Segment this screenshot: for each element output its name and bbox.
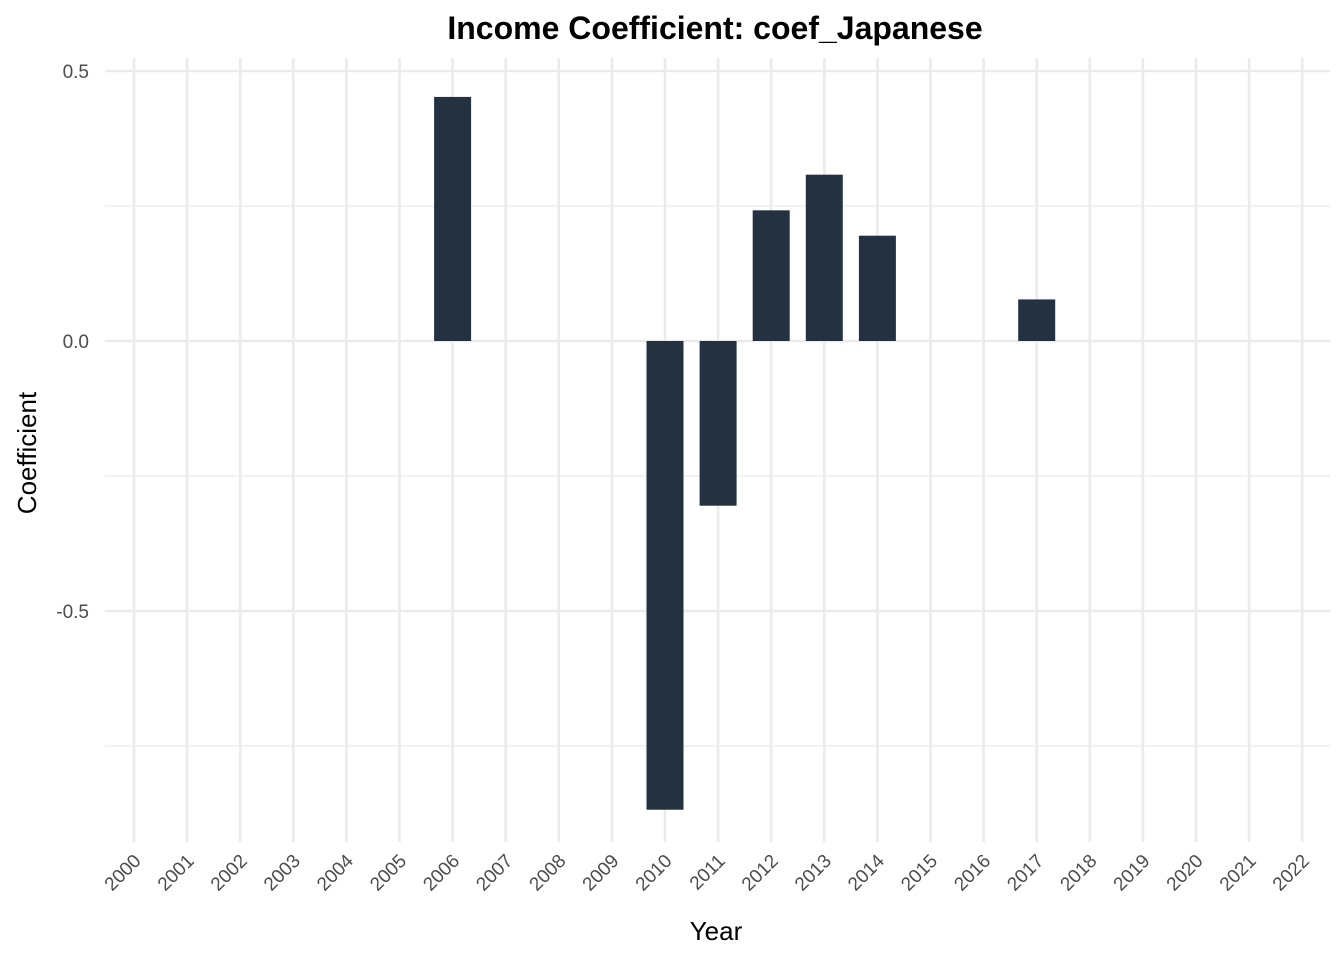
x-tick-label: 2005 <box>366 851 411 896</box>
bars <box>434 96 1056 810</box>
x-tick-label: 2018 <box>1057 851 1102 896</box>
x-tick-label: 2020 <box>1163 851 1208 896</box>
x-tick-label: 2000 <box>101 851 146 896</box>
x-tick-label: 2014 <box>844 850 889 895</box>
y-axis-title: Coefficient <box>12 391 42 514</box>
x-axis-ticks: 2000 2001 2002 2003 2004 2005 2006 2007 2008 2009… <box>101 850 1314 895</box>
x-tick-label: 2003 <box>260 851 305 896</box>
bar-2012 <box>752 210 790 341</box>
x-tick-label: 2011 <box>686 851 730 895</box>
x-axis-title: Year <box>690 916 743 946</box>
bar-2014 <box>858 235 896 341</box>
y-axis-ticks: 0.5 0.0 -0.5 <box>56 62 89 623</box>
bar-2011 <box>699 341 737 506</box>
y-tick-label: 0.0 <box>63 332 89 353</box>
x-tick-label: 2012 <box>738 851 783 896</box>
x-tick-label: 2004 <box>313 850 358 895</box>
x-tick-label: 2009 <box>579 851 624 896</box>
x-tick-label: 2017 <box>1003 851 1048 896</box>
x-tick-label: 2010 <box>632 851 677 896</box>
x-tick-label: 2006 <box>419 851 464 896</box>
x-tick-label: 2021 <box>1216 851 1261 896</box>
bar-2010 <box>646 341 684 810</box>
chart-title: Income Coefficient: coef_Japanese <box>447 10 982 46</box>
x-tick-label: 2015 <box>897 851 942 896</box>
x-tick-label: 2019 <box>1110 851 1155 896</box>
bar-2006 <box>434 96 472 341</box>
bar-2017 <box>1018 299 1056 341</box>
x-tick-label: 2008 <box>526 851 571 896</box>
x-tick-label: 2001 <box>154 851 199 896</box>
x-tick-label: 2016 <box>950 851 995 896</box>
x-tick-label: 2013 <box>791 851 836 896</box>
y-tick-label: -0.5 <box>56 602 89 623</box>
x-tick-label: 2002 <box>207 851 252 896</box>
x-tick-label: 2007 <box>472 851 517 896</box>
bar-2013 <box>805 174 843 341</box>
y-tick-label: 0.5 <box>63 62 89 83</box>
x-tick-label: 2022 <box>1269 851 1314 896</box>
